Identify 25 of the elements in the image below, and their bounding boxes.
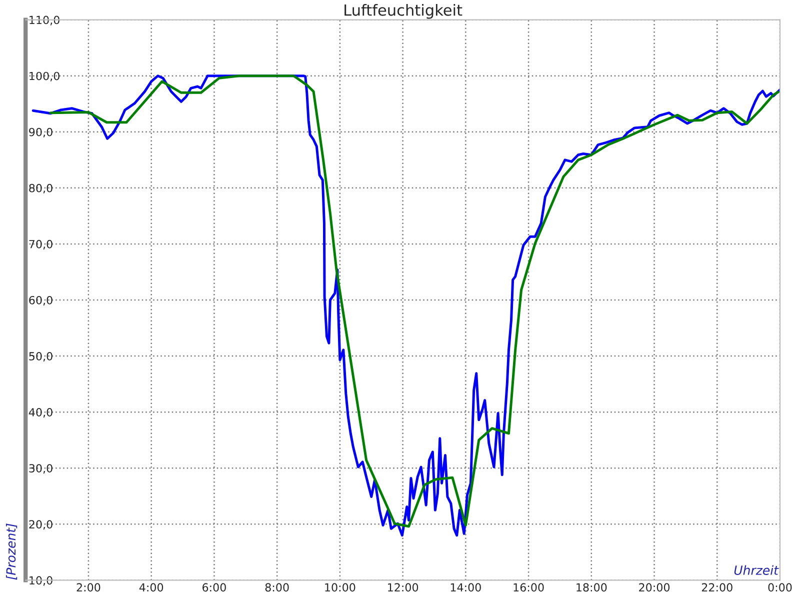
x-tick-label: 4:00 — [139, 583, 164, 592]
x-tick-label: 12:00 — [388, 583, 418, 592]
x-tick-label: 22:00 — [702, 583, 732, 592]
x-tick-label: 10:00 — [325, 583, 356, 592]
y-tick-label: 110,0 — [30, 16, 60, 26]
y-tick-label: 90,0 — [29, 128, 52, 138]
y-tick-label: 60,0 — [29, 296, 52, 306]
y-tick-label: 20,0 — [29, 520, 52, 530]
x-tick-label: 20:00 — [639, 583, 670, 592]
y-axis-title: [Prozent] — [6, 524, 18, 580]
x-axis-title: Uhrzeit — [734, 565, 779, 575]
x-tick-label: 8:00 — [265, 583, 289, 592]
x-tick-label: 6:00 — [202, 583, 226, 592]
y-tick-label: 30,0 — [29, 464, 52, 474]
y-tick-label: 80,0 — [29, 184, 52, 194]
y-tick-label: 40,0 — [28, 408, 52, 418]
x-tick-label: 0:00 — [768, 583, 792, 592]
y-tick-label: 100,0 — [30, 72, 60, 82]
y-tick-label: 50,0 — [29, 352, 52, 362]
chart-title: Luftfeuchtigkeit — [344, 4, 462, 19]
x-tick-label: 2:00 — [76, 583, 100, 592]
y-tick-label: 70,0 — [29, 240, 52, 250]
x-tick-label: 18:00 — [576, 583, 607, 592]
x-tick-label: 14:00 — [450, 583, 481, 592]
x-tick-label: 16:00 — [514, 583, 544, 592]
